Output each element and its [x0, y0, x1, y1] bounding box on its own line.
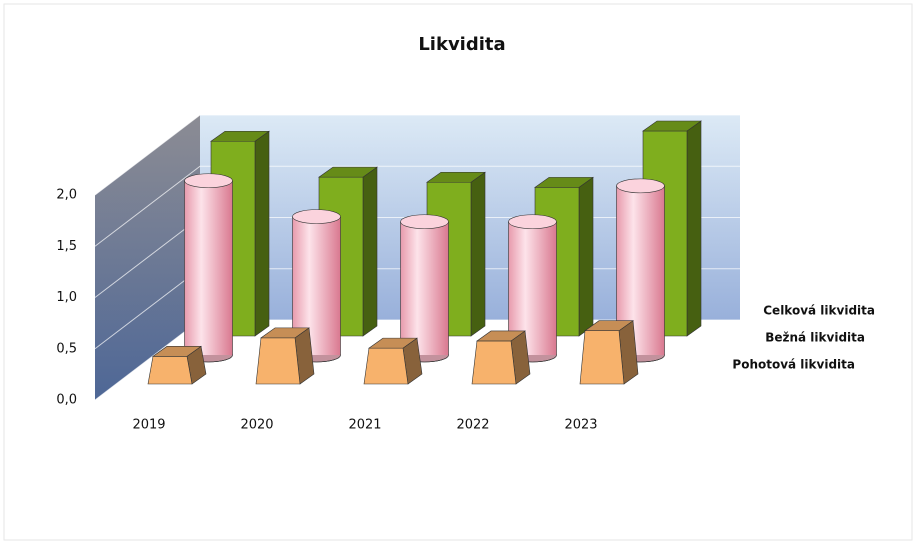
bar-top: [184, 173, 233, 189]
bar-side: [686, 120, 702, 337]
bar-top: [642, 120, 702, 132]
y-tick-label: 2,0: [56, 188, 77, 203]
legend-label: Pohotová likvidita: [732, 358, 855, 372]
grid-line: [94, 114, 740, 196]
x-tick-label: 2020: [240, 418, 273, 433]
bar-top: [292, 209, 341, 224]
y-tick-label: 0,0: [56, 393, 77, 408]
bar-front: [363, 347, 409, 385]
legend-label: Celková likvidita: [763, 304, 875, 318]
bar-top: [210, 130, 270, 142]
bar-top: [368, 337, 418, 349]
bar-top: [152, 346, 202, 357]
bar-top: [476, 330, 526, 342]
bar-front: [147, 356, 193, 385]
x-tick-label: 2022: [456, 418, 489, 433]
bar-side: [254, 130, 270, 337]
bar-top: [426, 171, 486, 183]
bar-top: [400, 214, 449, 230]
bar-front: [255, 337, 301, 385]
bar: [363, 337, 423, 385]
bar-top: [318, 166, 378, 178]
y-tick-label: 0,5: [56, 341, 77, 356]
x-tick-label: 2021: [348, 418, 381, 433]
x-tick-label: 2023: [564, 418, 597, 433]
bar-top: [584, 320, 634, 332]
chart-title: Likvidita: [418, 34, 505, 55]
plot: 0,0 0,5 1,0 1,5 2,0 2019 2020 2021 2022 2023 Celko…: [56, 114, 875, 433]
bar-side: [470, 171, 486, 337]
bar-front: [471, 340, 517, 385]
bar: [184, 173, 233, 363]
legend-label: Bežná likvidita: [765, 331, 865, 345]
bar: [147, 345, 207, 385]
bar: [579, 320, 639, 385]
bar-body: [400, 221, 449, 355]
bar-front: [579, 330, 625, 385]
grid-line: [94, 165, 740, 247]
bar-side: [578, 176, 594, 337]
x-tick-label: 2019: [132, 418, 165, 433]
bar: [508, 214, 557, 363]
bar-side: [362, 166, 378, 337]
y-tick-label: 1,0: [56, 290, 77, 305]
bar-top: [616, 178, 665, 194]
bar-body: [184, 180, 233, 355]
bar-top: [508, 214, 557, 230]
bar-top: [260, 327, 310, 339]
bar: [471, 330, 531, 385]
bar-top: [534, 177, 594, 188]
y-tick-label: 1,5: [56, 239, 77, 254]
bar: [255, 327, 315, 385]
bar: [400, 214, 449, 363]
